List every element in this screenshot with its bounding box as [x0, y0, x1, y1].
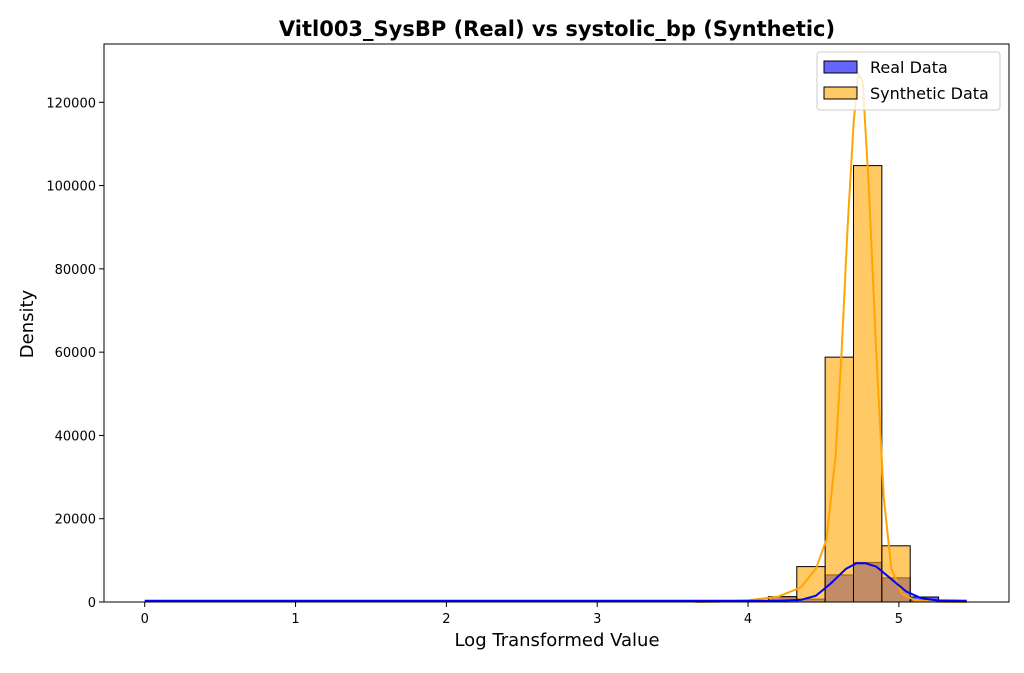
x-tick-label: 3	[593, 612, 601, 627]
legend-label-real: Real Data	[870, 58, 948, 77]
x-tick-label: 1	[291, 612, 299, 627]
y-tick-label: 120000	[46, 96, 96, 111]
x-tick-label: 2	[442, 612, 450, 627]
y-axis-label: Density	[17, 289, 38, 358]
x-tick-label: 5	[895, 612, 903, 627]
plot-area: 0 1 2 3 4 5 0 20000 40000 60000 80000 100000 120000	[46, 43, 1010, 627]
real-data-kde-line	[144, 562, 967, 602]
legend-swatch-real	[823, 60, 858, 74]
plot-frame	[103, 43, 1010, 603]
legend-label-synthetic: Synthetic Data	[870, 84, 989, 103]
x-tick-label: 0	[141, 612, 149, 627]
y-tick-label: 20000	[55, 513, 96, 528]
y-tick-label: 40000	[55, 429, 96, 444]
y-tick-label: 60000	[55, 346, 96, 361]
legend-box	[816, 51, 1001, 111]
y-tick-label: 100000	[46, 180, 96, 195]
x-axis-label: Log Transformed Value	[454, 630, 659, 651]
legend: Real Data Synthetic Data	[816, 51, 1001, 111]
y-tick-label: 80000	[55, 263, 96, 278]
legend-swatch-synthetic	[823, 86, 858, 100]
y-tick-label: 0	[88, 596, 96, 611]
chart-title: Vitl003_SysBP (Real) vs systolic_bp (Syn…	[279, 17, 835, 41]
x-tick-label: 4	[744, 612, 752, 627]
